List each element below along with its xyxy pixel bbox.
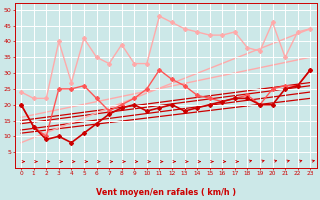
X-axis label: Vent moyen/en rafales ( km/h ): Vent moyen/en rafales ( km/h ) — [96, 188, 236, 197]
